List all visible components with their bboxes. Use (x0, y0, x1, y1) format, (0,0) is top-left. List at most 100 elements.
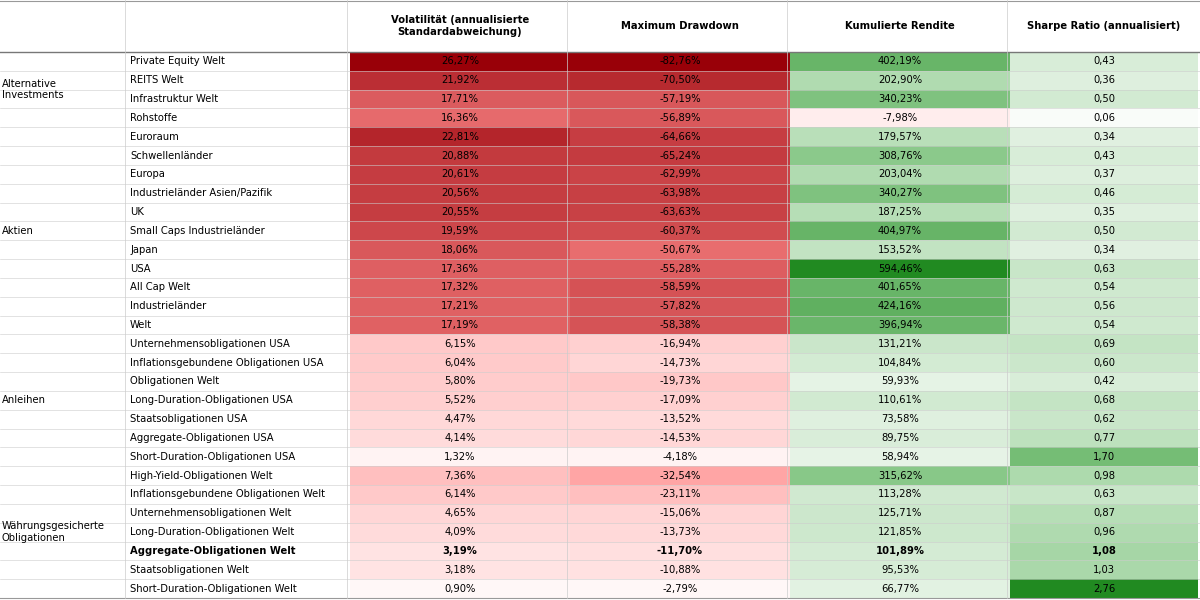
Bar (350, 579, 570, 598)
Text: 0,98: 0,98 (1093, 470, 1115, 481)
Text: 153,52%: 153,52% (878, 245, 922, 254)
Text: Infrastruktur Welt: Infrastruktur Welt (130, 94, 218, 104)
Bar (790, 165, 1010, 184)
Text: -70,50%: -70,50% (659, 75, 701, 85)
Text: Europa: Europa (130, 169, 164, 179)
Text: 0,87: 0,87 (1093, 508, 1115, 518)
Text: Short-Duration-Obligationen Welt: Short-Duration-Obligationen Welt (130, 584, 296, 593)
Bar (1010, 579, 1198, 598)
Text: Short-Duration-Obligationen USA: Short-Duration-Obligationen USA (130, 452, 295, 462)
Text: Welt: Welt (130, 320, 152, 330)
Text: Aggregate-Obligationen Welt: Aggregate-Obligationen Welt (130, 546, 295, 556)
Bar (350, 146, 570, 165)
Bar (570, 485, 790, 504)
Bar (570, 52, 790, 71)
Bar (350, 240, 570, 259)
Bar (350, 203, 570, 221)
Bar (350, 297, 570, 316)
Text: 594,46%: 594,46% (878, 263, 922, 274)
Bar (1010, 523, 1198, 542)
Text: Obligationen Welt: Obligationen Welt (130, 376, 220, 386)
Text: 0,34: 0,34 (1093, 132, 1115, 142)
Text: 0,43: 0,43 (1093, 56, 1115, 67)
Bar (350, 466, 570, 485)
Text: 0,42: 0,42 (1093, 376, 1115, 386)
Text: Industrieländer Asien/Pazifik: Industrieländer Asien/Pazifik (130, 188, 272, 198)
Text: Inflationsgebundene Obligationen Welt: Inflationsgebundene Obligationen Welt (130, 490, 325, 499)
Text: 3,19%: 3,19% (443, 546, 478, 556)
Bar (570, 184, 790, 203)
Text: -58,38%: -58,38% (659, 320, 701, 330)
Bar (1010, 372, 1198, 391)
Bar (570, 259, 790, 278)
Bar (790, 52, 1010, 71)
Text: 4,14%: 4,14% (444, 433, 475, 443)
Bar (1010, 52, 1198, 71)
Bar (350, 334, 570, 353)
Text: 1,03: 1,03 (1093, 565, 1115, 575)
Text: 20,61%: 20,61% (442, 169, 479, 179)
Bar (790, 542, 1010, 560)
Text: -4,18%: -4,18% (662, 452, 697, 462)
Bar (790, 71, 1010, 89)
Text: Maximum Drawdown: Maximum Drawdown (622, 21, 739, 31)
Text: 0,69: 0,69 (1093, 339, 1115, 349)
Bar (570, 109, 790, 127)
Bar (1010, 448, 1198, 466)
Bar (570, 297, 790, 316)
Text: Japan: Japan (130, 245, 157, 254)
Text: 20,56%: 20,56% (442, 188, 479, 198)
Bar (1010, 71, 1198, 89)
Text: 113,28%: 113,28% (878, 490, 922, 499)
Text: 0,62: 0,62 (1093, 414, 1115, 424)
Bar (570, 316, 790, 334)
Text: UK: UK (130, 207, 144, 217)
Bar (570, 560, 790, 579)
Text: USA: USA (130, 263, 151, 274)
Text: -15,06%: -15,06% (659, 508, 701, 518)
Text: 18,06%: 18,06% (442, 245, 479, 254)
Bar (570, 127, 790, 146)
Text: 17,32%: 17,32% (442, 283, 479, 292)
Text: Aggregate-Obligationen USA: Aggregate-Obligationen USA (130, 433, 274, 443)
Bar (570, 240, 790, 259)
Bar (790, 184, 1010, 203)
Text: Inflationsgebundene Obligationen USA: Inflationsgebundene Obligationen USA (130, 358, 324, 368)
Text: Industrieländer: Industrieländer (130, 301, 206, 311)
Bar (1010, 410, 1198, 428)
Text: Kumulierte Rendite: Kumulierte Rendite (845, 21, 955, 31)
Bar (790, 410, 1010, 428)
Bar (570, 353, 790, 372)
Text: -32,54%: -32,54% (659, 470, 701, 481)
Text: 7,36%: 7,36% (444, 470, 475, 481)
Bar (1010, 428, 1198, 448)
Bar (790, 579, 1010, 598)
Bar (350, 523, 570, 542)
Text: 5,80%: 5,80% (444, 376, 475, 386)
Text: Staatsobligationen USA: Staatsobligationen USA (130, 414, 247, 424)
Text: Schwellenländer: Schwellenländer (130, 151, 212, 161)
Text: 26,27%: 26,27% (442, 56, 479, 67)
Text: 22,81%: 22,81% (442, 132, 479, 142)
Bar (350, 504, 570, 523)
Text: 4,65%: 4,65% (444, 508, 475, 518)
Text: 6,14%: 6,14% (444, 490, 475, 499)
Text: -10,88%: -10,88% (659, 565, 701, 575)
Text: 0,50: 0,50 (1093, 226, 1115, 236)
Text: 1,70: 1,70 (1093, 452, 1115, 462)
Bar (570, 579, 790, 598)
Text: Unternehmensobligationen Welt: Unternehmensobligationen Welt (130, 508, 292, 518)
Bar (1010, 466, 1198, 485)
Bar (350, 428, 570, 448)
Text: 6,15%: 6,15% (444, 339, 476, 349)
Bar (790, 259, 1010, 278)
Text: -11,70%: -11,70% (656, 546, 703, 556)
Text: -82,76%: -82,76% (659, 56, 701, 67)
Text: 110,61%: 110,61% (878, 395, 922, 406)
Text: 89,75%: 89,75% (881, 433, 919, 443)
Bar (790, 428, 1010, 448)
Bar (790, 353, 1010, 372)
Bar (790, 485, 1010, 504)
Text: 5,52%: 5,52% (444, 395, 476, 406)
Bar (570, 203, 790, 221)
